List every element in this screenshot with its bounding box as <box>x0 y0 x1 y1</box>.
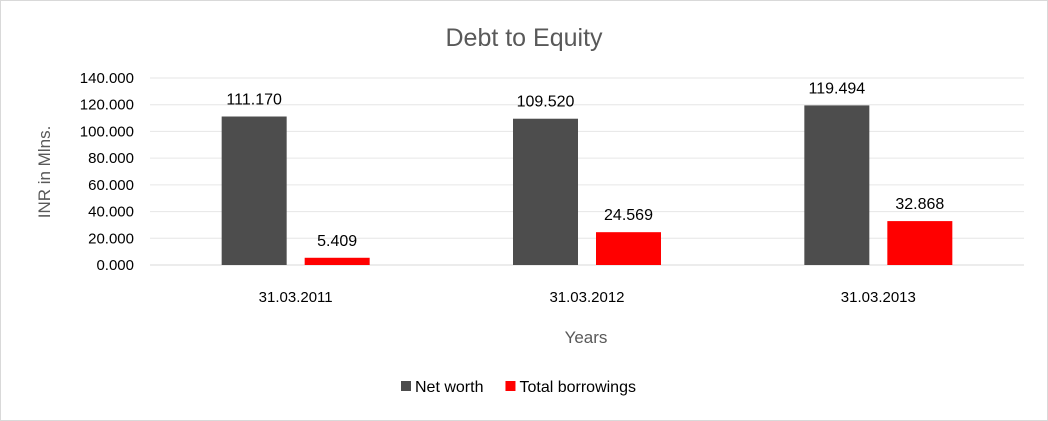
bar-total-borrowings <box>304 257 370 265</box>
data-label: 109.520 <box>517 94 575 111</box>
legend-label: Total borrowings <box>519 379 636 396</box>
data-label: 24.569 <box>604 207 653 224</box>
x-tick-label: 31.03.2013 <box>841 289 916 306</box>
data-label: 111.170 <box>226 92 282 109</box>
y-tick-label: 80.000 <box>88 150 134 167</box>
y-tick-label: 20.000 <box>88 230 134 247</box>
bar-total-borrowings <box>887 221 953 265</box>
chart-title: Debt to Equity <box>445 24 603 52</box>
legend-swatch <box>401 381 411 391</box>
y-tick-label: 0.000 <box>96 257 134 274</box>
bar-net-worth <box>804 105 870 265</box>
y-tick-label: 120.000 <box>80 97 134 114</box>
y-tick-label: 60.000 <box>88 177 134 194</box>
bar-net-worth <box>221 116 287 266</box>
y-tick-label: 100.000 <box>80 123 134 140</box>
x-tick-label: 31.03.2011 <box>259 289 333 306</box>
y-tick-label: 140.000 <box>80 70 134 87</box>
x-tick-label: 31.03.2012 <box>549 289 624 306</box>
y-axis-title: INR in Mlns. <box>35 126 54 219</box>
x-axis-title: Years <box>565 328 608 347</box>
data-label: 5.409 <box>317 233 357 250</box>
legend-swatch <box>505 381 516 391</box>
legend-label: Net worth <box>415 379 483 396</box>
y-tick-label: 40.000 <box>88 204 134 221</box>
bar-total-borrowings <box>596 232 661 265</box>
data-label: 119.494 <box>809 80 866 97</box>
data-label: 32.868 <box>895 196 944 213</box>
bar-net-worth <box>513 118 578 265</box>
